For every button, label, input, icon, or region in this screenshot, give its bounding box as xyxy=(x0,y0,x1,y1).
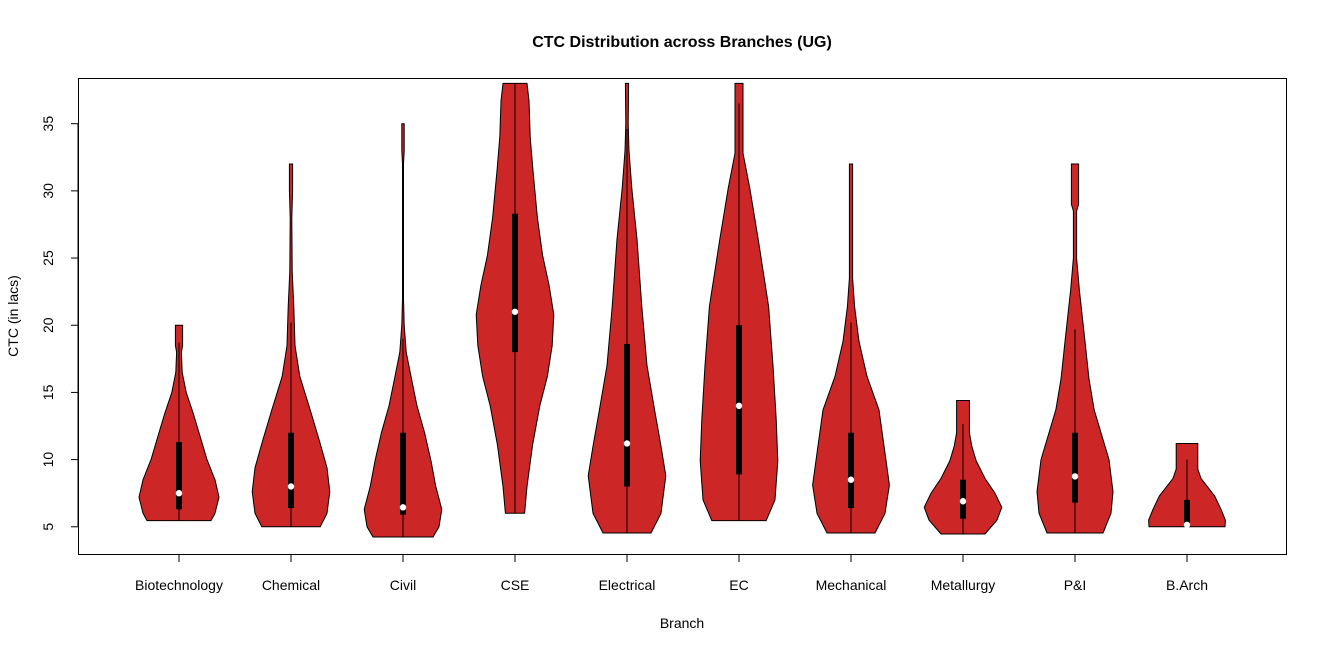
x-axis-label: Branch xyxy=(660,615,704,631)
chart-title: CTC Distribution across Branches (UG) xyxy=(532,34,832,51)
violin-median xyxy=(399,504,407,511)
y-tick-label: 35 xyxy=(40,116,56,132)
x-tick-label: B.Arch xyxy=(1166,577,1208,593)
violin-Electrical xyxy=(587,82,667,534)
y-tick-label: 10 xyxy=(40,452,56,468)
violin-CSE xyxy=(475,82,555,514)
violin-Chemical xyxy=(251,163,331,528)
violin-median xyxy=(847,476,855,483)
y-axis: 5 10 15 20 25 30 35 xyxy=(40,116,79,531)
violin-median xyxy=(1183,521,1191,528)
x-tick-label: Mechanical xyxy=(816,577,887,593)
violin-B.Arch xyxy=(1148,443,1226,528)
violin-box xyxy=(1072,432,1078,503)
violin-body xyxy=(363,123,443,538)
violin-box xyxy=(848,432,854,508)
violin-Biotechnology xyxy=(138,324,220,522)
y-tick-label: 30 xyxy=(40,183,56,199)
y-tick-label: 20 xyxy=(40,317,56,333)
violin-median xyxy=(959,498,967,505)
x-tick-label: CSE xyxy=(501,577,530,593)
violins xyxy=(138,82,1226,538)
violin-median xyxy=(287,483,295,490)
y-axis-label: CTC (in lacs) xyxy=(5,275,21,357)
violin-median xyxy=(511,308,519,315)
violin-median xyxy=(1071,473,1079,480)
violin-Civil xyxy=(363,123,443,538)
y-tick-label: 25 xyxy=(40,250,56,266)
violin-box xyxy=(1184,499,1190,527)
violin-box xyxy=(176,442,182,510)
y-tick-label: 15 xyxy=(40,384,56,400)
x-tick-label: Chemical xyxy=(262,577,320,593)
violin-Mechanical xyxy=(812,163,890,534)
x-tick-label: EC xyxy=(729,577,748,593)
violin-EC xyxy=(699,82,779,522)
plot-frame xyxy=(78,78,1287,555)
violin-box xyxy=(288,432,294,508)
x-tick-label: P&I xyxy=(1064,577,1087,593)
violin-P&I xyxy=(1036,163,1114,534)
violin-median xyxy=(175,489,183,497)
x-axis: Biotechnology Chemical Civil CSE Electrical E… xyxy=(135,555,1208,593)
x-tick-label: Civil xyxy=(390,577,416,593)
violin-median xyxy=(735,402,743,410)
y-tick-label: 5 xyxy=(40,523,56,531)
violin-box xyxy=(624,344,630,487)
x-tick-label: Electrical xyxy=(599,577,656,593)
violin-box xyxy=(400,432,406,515)
violin-box xyxy=(736,325,742,475)
x-tick-label: Metallurgy xyxy=(931,577,996,593)
violin-box xyxy=(512,213,518,353)
violin-Metallurgy xyxy=(923,400,1003,535)
violin-median xyxy=(623,440,631,447)
x-tick-label: Biotechnology xyxy=(135,577,223,593)
